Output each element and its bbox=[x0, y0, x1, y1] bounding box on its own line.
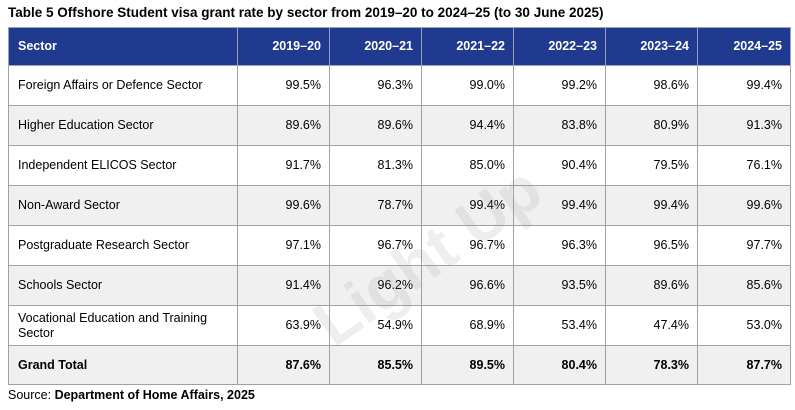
rate-cell: 68.9% bbox=[421, 305, 514, 346]
total-rate-cell: 87.7% bbox=[697, 345, 791, 385]
rate-cell: 99.4% bbox=[605, 185, 698, 226]
rate-cell: 78.7% bbox=[329, 185, 422, 226]
grand-total-row: Grand Total 87.6% 85.5% 89.5% 80.4% 78.3… bbox=[8, 345, 791, 385]
table-title: Table 5 Offshore Student visa grant rate… bbox=[8, 5, 604, 20]
rate-cell: 89.6% bbox=[605, 265, 698, 306]
total-rate-cell: 85.5% bbox=[329, 345, 422, 385]
rate-cell: 85.0% bbox=[421, 145, 514, 186]
column-header-year: 2019–20 bbox=[237, 27, 330, 66]
rate-cell: 89.6% bbox=[329, 105, 422, 146]
sector-cell: Independent ELICOS Sector bbox=[8, 145, 238, 186]
rate-cell: 47.4% bbox=[605, 305, 698, 346]
column-header-year: 2024–25 bbox=[697, 27, 791, 66]
source-text: Department of Home Affairs, 2025 bbox=[54, 388, 255, 402]
total-rate-cell: 78.3% bbox=[605, 345, 698, 385]
rate-cell: 89.6% bbox=[237, 105, 330, 146]
grant-rate-table: Sector 2019–20 2020–21 2021–22 2022–23 2… bbox=[8, 27, 791, 385]
rate-cell: 99.5% bbox=[237, 65, 330, 106]
column-header-year: 2023–24 bbox=[605, 27, 698, 66]
rate-cell: 96.7% bbox=[329, 225, 422, 266]
rate-cell: 96.2% bbox=[329, 265, 422, 306]
rate-cell: 99.4% bbox=[421, 185, 514, 226]
rate-cell: 99.6% bbox=[697, 185, 791, 226]
rate-cell: 79.5% bbox=[605, 145, 698, 186]
rate-cell: 96.7% bbox=[421, 225, 514, 266]
rate-cell: 54.9% bbox=[329, 305, 422, 346]
rate-cell: 91.3% bbox=[697, 105, 791, 146]
rate-cell: 91.7% bbox=[237, 145, 330, 186]
rate-cell: 63.9% bbox=[237, 305, 330, 346]
rate-cell: 96.5% bbox=[605, 225, 698, 266]
rate-cell: 99.2% bbox=[513, 65, 606, 106]
table-row: Higher Education Sector 89.6% 89.6% 94.4… bbox=[8, 105, 791, 146]
table-body: Foreign Affairs or Defence Sector 99.5% … bbox=[8, 65, 791, 385]
rate-cell: 96.3% bbox=[513, 225, 606, 266]
sector-cell: Foreign Affairs or Defence Sector bbox=[8, 65, 238, 106]
sector-cell: Higher Education Sector bbox=[8, 105, 238, 146]
column-header-sector: Sector bbox=[8, 27, 238, 66]
grand-total-label: Grand Total bbox=[8, 345, 238, 385]
rate-cell: 91.4% bbox=[237, 265, 330, 306]
rate-cell: 94.4% bbox=[421, 105, 514, 146]
column-header-year: 2020–21 bbox=[329, 27, 422, 66]
table-row: Postgraduate Research Sector 97.1% 96.7%… bbox=[8, 225, 791, 266]
rate-cell: 99.4% bbox=[513, 185, 606, 226]
rate-cell: 76.1% bbox=[697, 145, 791, 186]
sector-cell: Vocational Education and Training Sector bbox=[8, 305, 238, 346]
rate-cell: 99.0% bbox=[421, 65, 514, 106]
rate-cell: 96.6% bbox=[421, 265, 514, 306]
rate-cell: 83.8% bbox=[513, 105, 606, 146]
rate-cell: 53.4% bbox=[513, 305, 606, 346]
source-note: Source: Department of Home Affairs, 2025 bbox=[8, 388, 255, 402]
rate-cell: 93.5% bbox=[513, 265, 606, 306]
table-row: Non-Award Sector 99.6% 78.7% 99.4% 99.4%… bbox=[8, 185, 791, 226]
table-row: Vocational Education and Training Sector… bbox=[8, 305, 791, 346]
total-rate-cell: 87.6% bbox=[237, 345, 330, 385]
rate-cell: 96.3% bbox=[329, 65, 422, 106]
sector-cell: Non-Award Sector bbox=[8, 185, 238, 226]
header-row: Sector 2019–20 2020–21 2021–22 2022–23 2… bbox=[8, 27, 791, 66]
rate-cell: 97.7% bbox=[697, 225, 791, 266]
table-row: Schools Sector 91.4% 96.2% 96.6% 93.5% 8… bbox=[8, 265, 791, 306]
rate-cell: 99.6% bbox=[237, 185, 330, 226]
sector-cell: Postgraduate Research Sector bbox=[8, 225, 238, 266]
rate-cell: 80.9% bbox=[605, 105, 698, 146]
rate-cell: 97.1% bbox=[237, 225, 330, 266]
sector-cell: Schools Sector bbox=[8, 265, 238, 306]
rate-cell: 98.6% bbox=[605, 65, 698, 106]
total-rate-cell: 80.4% bbox=[513, 345, 606, 385]
table-row: Foreign Affairs or Defence Sector 99.5% … bbox=[8, 65, 791, 106]
rate-cell: 81.3% bbox=[329, 145, 422, 186]
rate-cell: 53.0% bbox=[697, 305, 791, 346]
table-header: Sector 2019–20 2020–21 2021–22 2022–23 2… bbox=[8, 27, 791, 66]
total-rate-cell: 89.5% bbox=[421, 345, 514, 385]
table-row: Independent ELICOS Sector 91.7% 81.3% 85… bbox=[8, 145, 791, 186]
column-header-year: 2022–23 bbox=[513, 27, 606, 66]
rate-cell: 85.6% bbox=[697, 265, 791, 306]
source-prefix: Source: bbox=[8, 388, 55, 402]
rate-cell: 90.4% bbox=[513, 145, 606, 186]
column-header-year: 2021–22 bbox=[421, 27, 514, 66]
rate-cell: 99.4% bbox=[697, 65, 791, 106]
